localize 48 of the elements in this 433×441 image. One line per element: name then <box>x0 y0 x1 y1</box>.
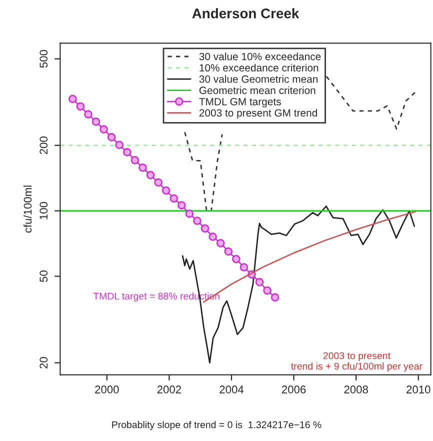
y-tick-label: 20 <box>40 357 48 368</box>
point <box>263 286 272 295</box>
y-tick-label: 50 <box>40 270 48 282</box>
point <box>185 210 194 218</box>
x-tick-label: 2004 <box>220 386 244 394</box>
legend-label: TMDL GM targets <box>199 98 281 108</box>
y-tick-label: 100 <box>40 202 48 220</box>
point <box>154 178 162 187</box>
point <box>170 194 178 203</box>
point <box>216 238 225 248</box>
legend-label: 10% exceedance criterion <box>200 64 318 72</box>
point <box>130 156 140 164</box>
point <box>146 170 155 180</box>
point <box>255 278 264 286</box>
point <box>84 110 92 118</box>
y-tick-label: 200 <box>40 136 48 154</box>
x-tick-label: 2006 <box>282 386 306 394</box>
point <box>177 201 186 210</box>
point <box>68 94 77 104</box>
y-tick-label: 500 <box>40 50 48 68</box>
y-axis-title: cfu/100ml <box>24 186 32 233</box>
x-tick-label: 2010 <box>406 386 430 394</box>
x-tick-label: 2000 <box>95 386 119 394</box>
point <box>138 163 147 172</box>
legend-label: Geometric mean criterion <box>199 86 316 94</box>
annotation: 2003 to present trend is + 9 cfu/100ml per year <box>291 352 422 372</box>
point <box>100 125 108 134</box>
point <box>122 148 132 156</box>
point <box>193 216 202 225</box>
legend-label: 30 value 10% exceedance <box>199 52 321 60</box>
point <box>232 254 240 264</box>
x-tick-label: 2002 <box>157 386 182 394</box>
point <box>162 186 170 195</box>
point <box>76 102 85 111</box>
legend-label: 30 value Geometric mean <box>199 75 318 83</box>
chart-title: Anderson Creek <box>192 8 300 18</box>
point <box>208 232 217 241</box>
legend-label: 2003 to present GM trend <box>199 108 317 119</box>
line-series <box>182 206 416 364</box>
point <box>240 263 248 272</box>
text: Probablity slope of trend = 0 is 1.324217e−16 % <box>112 421 322 430</box>
point <box>115 140 124 150</box>
point <box>270 293 280 302</box>
point <box>107 133 116 142</box>
point <box>92 118 100 126</box>
point <box>200 224 210 233</box>
x-tick-label: 2008 <box>344 386 368 394</box>
point <box>224 247 233 256</box>
